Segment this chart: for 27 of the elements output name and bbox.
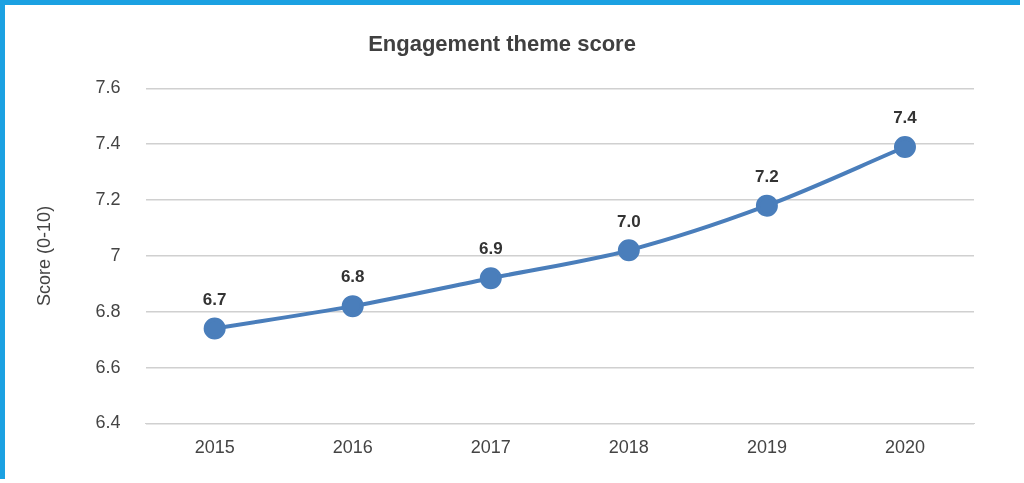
point [755, 194, 778, 217]
x-tick-label: 2018 [608, 437, 649, 458]
point [479, 267, 502, 290]
chart-title: Engagement theme score [368, 31, 636, 57]
y-tick-label: 6.6 [95, 356, 121, 377]
y-axis-title: Score (0-10) [33, 205, 54, 306]
y-tick-label: 7.4 [95, 133, 121, 154]
data-label: 6.9 [478, 239, 503, 259]
data-label: 6.7 [202, 289, 227, 309]
y-tick-label: 6.8 [95, 300, 121, 321]
x-tick-label: 2017 [470, 437, 511, 458]
data-label: 7.4 [893, 108, 918, 128]
x-tick-label: 2016 [332, 437, 373, 458]
y-tick-label: 7.6 [95, 77, 121, 98]
x-tick-label: 2020 [884, 437, 925, 458]
x-tick-label: 2019 [746, 437, 787, 458]
point [203, 317, 226, 340]
data-label: 6.8 [340, 267, 365, 287]
point [341, 295, 364, 318]
point [893, 136, 916, 159]
y-tick-label: 7 [110, 244, 121, 265]
y-tick-label: 6.4 [95, 412, 121, 433]
y-tick-label: 7.2 [95, 189, 121, 210]
x-tick-label: 2015 [194, 437, 235, 458]
data-label: 7.2 [755, 166, 779, 186]
point [617, 239, 640, 262]
data-label: 7.0 [617, 211, 641, 231]
